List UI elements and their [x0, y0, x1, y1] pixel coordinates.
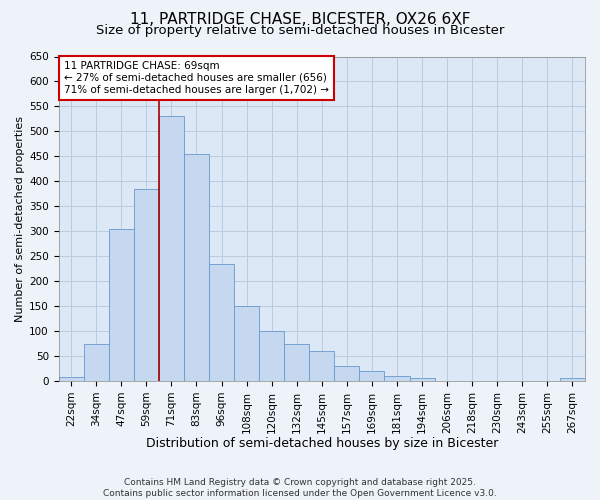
Text: 11 PARTRIDGE CHASE: 69sqm
← 27% of semi-detached houses are smaller (656)
71% of: 11 PARTRIDGE CHASE: 69sqm ← 27% of semi-…	[64, 62, 329, 94]
Bar	[560, 378, 585, 381]
Bar	[159, 116, 184, 381]
Text: Contains HM Land Registry data © Crown copyright and database right 2025.
Contai: Contains HM Land Registry data © Crown c…	[103, 478, 497, 498]
Bar	[309, 351, 334, 381]
X-axis label: Distribution of semi-detached houses by size in Bicester: Distribution of semi-detached houses by …	[146, 437, 498, 450]
Bar	[334, 366, 359, 381]
Bar	[209, 264, 234, 381]
Bar	[410, 378, 434, 381]
Bar	[385, 376, 410, 381]
Bar	[359, 371, 385, 381]
Bar	[84, 344, 109, 381]
Bar	[234, 306, 259, 381]
Bar	[134, 189, 159, 381]
Bar	[284, 344, 309, 381]
Y-axis label: Number of semi-detached properties: Number of semi-detached properties	[15, 116, 25, 322]
Bar	[109, 228, 134, 381]
Bar	[184, 154, 209, 381]
Bar	[59, 377, 84, 381]
Bar	[259, 331, 284, 381]
Text: 11, PARTRIDGE CHASE, BICESTER, OX26 6XF: 11, PARTRIDGE CHASE, BICESTER, OX26 6XF	[130, 12, 470, 28]
Text: Size of property relative to semi-detached houses in Bicester: Size of property relative to semi-detach…	[96, 24, 504, 37]
